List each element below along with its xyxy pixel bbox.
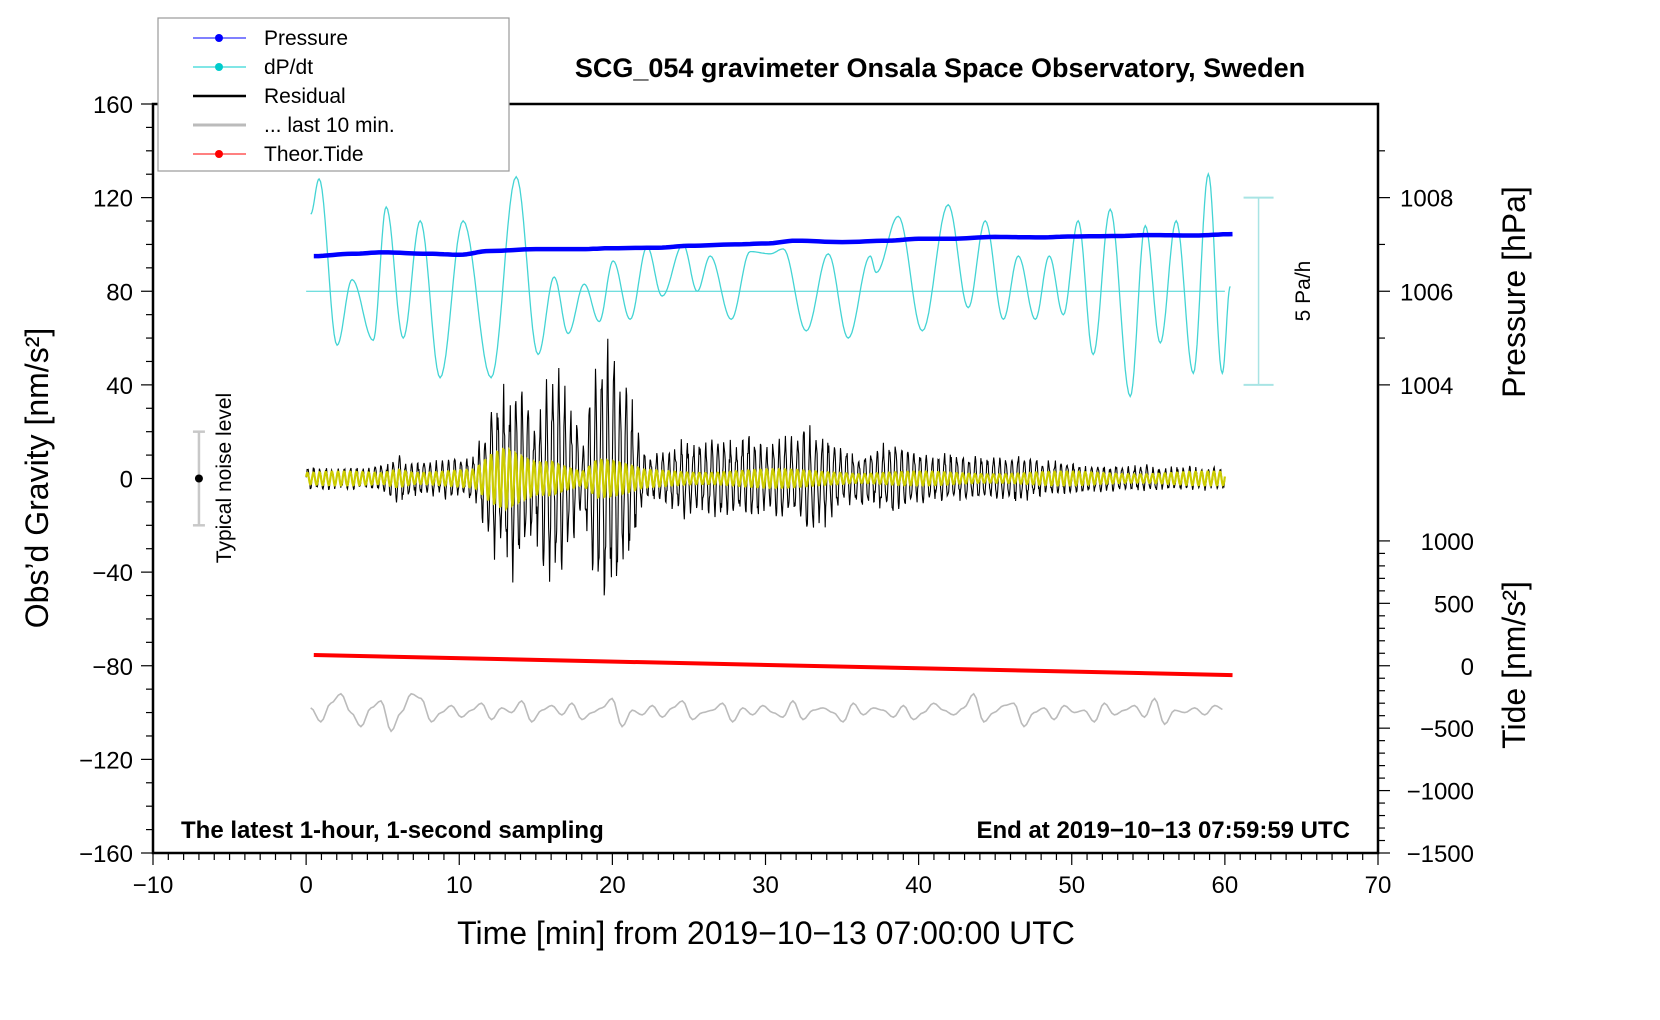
x-tick-label: 70 <box>1365 872 1392 899</box>
note-sampling: The latest 1-hour, 1-second sampling <box>181 817 604 844</box>
legend-label: Theor.Tide <box>264 143 364 166</box>
pressure-line <box>313 231 1233 259</box>
y-axis-label-left: Obs’d Gravity [nm/s²] <box>19 328 55 629</box>
note-end-time: End at 2019−10−13 07:59:59 UTC <box>976 817 1350 844</box>
legend-marker-0 <box>215 34 223 42</box>
noise-level-label: Typical noise level <box>213 393 236 563</box>
x-tick-label: 40 <box>905 872 932 899</box>
y-tick-label: −80 <box>92 654 133 681</box>
y-tick-label: 40 <box>106 373 133 400</box>
filtered-residual-line <box>305 446 1226 512</box>
x-tick-label: 50 <box>1058 872 1085 899</box>
y-tick-label: 160 <box>93 92 133 119</box>
legend-label: Residual <box>264 85 346 108</box>
y-tick-label: −40 <box>92 560 133 587</box>
y-tick-label: 0 <box>120 467 133 494</box>
residual-line <box>305 338 1226 596</box>
tide-tick-label: 500 <box>1434 591 1474 618</box>
y-axis-label-tide: Tide [nm/s²] <box>1496 581 1532 749</box>
y-tick-label: −160 <box>79 841 133 868</box>
legend-label: Pressure <box>264 27 348 50</box>
y-tick-label: −120 <box>79 747 133 774</box>
axes: −10 0 10 20 30 40 50 60 70 160 120 80 40 0 −40 −80 −120 −… <box>79 92 1474 899</box>
y-axis-label-pressure: Pressure [hPa] <box>1496 186 1532 398</box>
x-tick-label: 0 <box>299 872 312 899</box>
y-tick-label: 120 <box>93 186 133 213</box>
pressure-tick-label: 1006 <box>1400 279 1453 306</box>
x-tick-label: 30 <box>752 872 779 899</box>
x-axis-label: Time [min] from 2019−10−13 07:00:00 UTC <box>457 915 1075 951</box>
dpdt-scale-label: 5 Pa/h <box>1292 261 1315 322</box>
legend-marker-4 <box>215 150 223 158</box>
y-tick-label: 80 <box>106 279 133 306</box>
x-tick-label: 60 <box>1212 872 1239 899</box>
legend-label: ... last 10 min. <box>264 114 395 137</box>
last-10-min-line <box>310 692 1223 733</box>
pressure-tick-label: 1008 <box>1400 186 1453 213</box>
tide-line <box>313 653 1233 678</box>
x-tick-label: 10 <box>446 872 473 899</box>
tide-tick-label: 0 <box>1461 654 1474 681</box>
noise-center-dot <box>194 474 203 483</box>
x-tick-label: −10 <box>133 872 174 899</box>
plot-series <box>192 172 1274 733</box>
legend: Pressure dP/dt Residual ... last 10 min. The… <box>157 17 510 172</box>
tide-tick-label: −500 <box>1420 716 1474 743</box>
legend-box <box>157 17 510 172</box>
pressure-tick-label: 1004 <box>1400 373 1453 400</box>
chart-title: SCG_054 gravimeter Onsala Space Observat… <box>575 53 1305 83</box>
dpdt-line <box>310 172 1231 399</box>
legend-label: dP/dt <box>264 56 313 79</box>
legend-marker-1 <box>215 63 223 71</box>
tide-tick-label: −1500 <box>1407 841 1474 868</box>
tide-tick-label: 1000 <box>1421 529 1474 556</box>
tide-tick-label: −1000 <box>1407 779 1474 806</box>
x-tick-label: 20 <box>599 872 626 899</box>
